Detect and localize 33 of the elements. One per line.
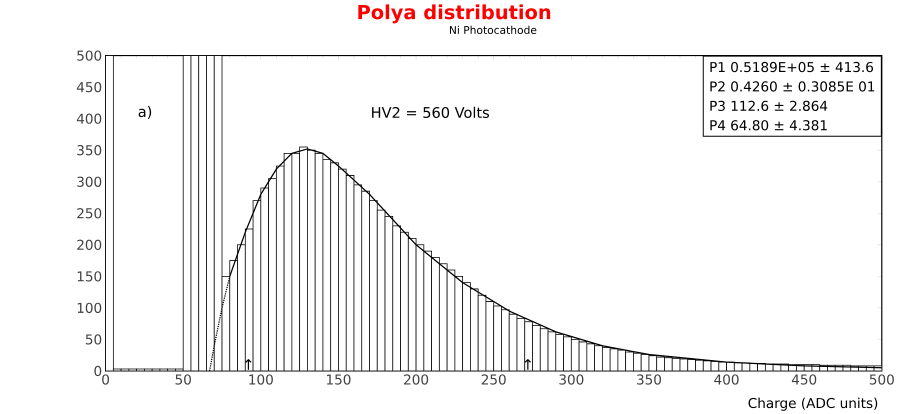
y-tick-label: 0 [94, 366, 102, 376]
y-tick-label: 200 [77, 240, 102, 250]
x-tick-label: 0 [102, 374, 109, 385]
chart-subtitle: Ni Photocathode [450, 26, 536, 34]
annotation: P1 0.5189E+05 ± 413.6 [710, 62, 874, 72]
annotation: HV2 = 560 Volts [372, 106, 490, 118]
x-tick-label: 100 [249, 374, 273, 385]
y-tick-label: 100 [78, 302, 102, 313]
y-tick-label: 250 [77, 208, 102, 218]
x-tick-label: 450 [792, 374, 816, 385]
annotation: ↑ [245, 359, 252, 370]
y-tick-label: 50 [86, 334, 102, 345]
annotation: P3 112.6 ± 2.864 [710, 100, 828, 111]
x-tick-label: 150 [326, 374, 351, 385]
y-tick-label: 400 [76, 114, 102, 124]
y-tick-label: 350 [77, 145, 102, 156]
y-tick-label: 450 [76, 82, 102, 92]
y-tick-label: 300 [77, 176, 102, 187]
x-tick-label: 200 [404, 374, 428, 385]
x-tick-label: 50 [176, 374, 191, 385]
x-tick-label: 350 [637, 374, 661, 385]
y-tick-label: 500 [77, 50, 102, 61]
annotation: P2 0.4260 ± 0.3085E 01 [710, 81, 874, 92]
x-tick-label: 500 [870, 374, 894, 385]
x-axis-title: Charge (ADC units) [748, 398, 878, 411]
x-tick-label: 250 [482, 374, 506, 385]
annotation: ↑ [524, 359, 531, 370]
x-tick-label: 300 [559, 374, 584, 385]
x-tick-label: 400 [714, 374, 739, 385]
chart-title: Polya distribution [358, 4, 550, 24]
annotation: a) [138, 106, 152, 119]
annotation: P4 64.80 ± 4.381 [710, 120, 827, 130]
y-tick-label: 150 [78, 271, 102, 282]
